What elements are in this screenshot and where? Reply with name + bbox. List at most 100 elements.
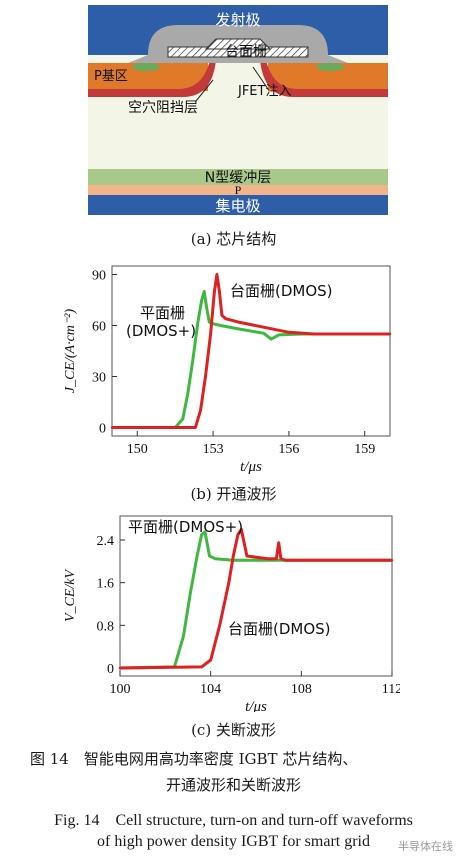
data-point — [189, 592, 192, 595]
data-point — [213, 290, 216, 293]
p-base-label: P基区 — [94, 69, 128, 84]
x-tick-label: 159 — [354, 442, 375, 457]
data-point — [205, 307, 208, 310]
data-point — [262, 326, 265, 329]
x-tick-label: 100 — [110, 682, 131, 697]
hole-barrier-pointer — [195, 79, 214, 102]
data-point — [208, 320, 211, 324]
data-point — [284, 559, 287, 562]
data-point — [219, 324, 222, 327]
data-point — [390, 559, 394, 562]
x-tick-label: 153 — [203, 442, 224, 457]
x-tick-label: 156 — [278, 442, 299, 457]
data-point — [181, 417, 184, 421]
data-point — [195, 554, 199, 558]
watermark: 半导体在线 — [398, 840, 453, 853]
p-layer-label: P — [235, 183, 242, 197]
figure-caption-cn-2: 开通波形和关断波形 — [165, 776, 301, 794]
chart-annotation: (DMOS+) — [126, 322, 196, 340]
data-point — [224, 317, 227, 320]
data-point — [237, 320, 240, 324]
data-point — [203, 530, 207, 534]
x-axis-label: t/μs — [245, 699, 267, 712]
chart-annotation: 台面栅(DMOS) — [230, 282, 333, 300]
p-collector-layer — [88, 185, 388, 195]
y-tick-label: 0 — [107, 662, 114, 677]
data-point — [338, 332, 341, 336]
data-point — [262, 332, 265, 335]
chart-annotation: 台面栅(DMOS) — [228, 620, 331, 638]
data-point — [237, 327, 240, 331]
data-point — [275, 557, 278, 560]
y-tick-label: 2.4 — [97, 534, 115, 549]
data-point — [245, 554, 249, 558]
y-tick-label: 90 — [92, 269, 106, 284]
data-point — [313, 332, 316, 336]
collector-label: 集电极 — [215, 197, 260, 215]
emitter-label: 发射极 — [215, 11, 260, 29]
n-buffer-layer — [88, 169, 388, 185]
plot-area — [111, 265, 391, 437]
gate-label: 台面栅 — [225, 44, 267, 60]
caption-c: (c) 关断波形 — [191, 721, 276, 739]
data-point — [203, 290, 206, 293]
data-point — [199, 409, 202, 412]
data-point — [209, 332, 212, 336]
series-line-mesa-gate — [112, 273, 390, 429]
cell-structure-diagram: 发射极 台面栅 P基区 JFET注入 空穴阻挡层 N型缓冲层 P 集电极 — [88, 5, 388, 215]
data-point — [208, 554, 211, 558]
data-point — [209, 658, 212, 662]
data-point — [220, 314, 224, 317]
data-point — [194, 426, 197, 429]
data-point — [118, 666, 122, 670]
y-axis-label: J_CE/(A·cm⁻²) — [63, 309, 78, 394]
x-axis-label: t/μs — [240, 459, 262, 475]
caption-a: (a) 芯片结构 — [190, 230, 277, 248]
n-buffer-label: N型缓冲层 — [205, 170, 271, 186]
data-point — [200, 665, 203, 669]
hole-barrier-left — [88, 60, 216, 97]
turn-on-chart: 150 153 156 159 0 30 60 90 t/μs J_CE/(A·cm⁻²) 台面栅(… — [63, 265, 392, 475]
collector-layer — [88, 195, 388, 215]
data-point — [218, 624, 221, 627]
data-point — [287, 331, 291, 334]
hole-barrier-right — [260, 60, 388, 97]
data-point — [218, 290, 221, 293]
data-point — [277, 333, 280, 337]
data-point — [182, 634, 185, 638]
contact-right — [316, 63, 344, 71]
plot-area — [119, 515, 393, 677]
data-point — [214, 557, 217, 560]
series-line-mesa-gate — [119, 527, 392, 670]
data-point — [186, 392, 189, 395]
data-point — [196, 320, 200, 324]
y-tick-label: 30 — [92, 371, 106, 386]
data-point — [388, 332, 392, 336]
jfet-pointer — [252, 66, 269, 90]
data-point — [311, 559, 314, 562]
x-tick-label: 150 — [127, 442, 148, 457]
data-point — [227, 581, 230, 584]
y-tick-label: 1.6 — [97, 577, 115, 592]
contact-left — [132, 63, 160, 71]
data-point — [236, 533, 240, 536]
y-axis-label: V_CE/kV — [63, 569, 78, 623]
data-point — [232, 554, 235, 558]
y-tick-label: 0 — [99, 422, 106, 437]
data-point — [270, 337, 273, 341]
caption-b: (b) 开通波形 — [190, 485, 277, 503]
data-point — [110, 426, 114, 429]
x-tick-label: 108 — [291, 682, 312, 697]
y-tick-label: 60 — [92, 320, 106, 335]
data-point — [204, 375, 207, 378]
gate-poly-top — [204, 38, 272, 50]
data-point — [200, 533, 203, 536]
data-point — [279, 557, 283, 560]
data-point — [200, 298, 203, 302]
figure-caption-cn-1: 图 14 智能电网用高功率密度 IGBT 芯片结构、 — [30, 750, 358, 768]
turn-off-chart: 100 104 108 112 0 0.8 1.6 2.4 t/μs V_CE/kV 平面栅(DMO… — [63, 515, 400, 712]
chart-annotation: 平面栅 — [140, 304, 185, 322]
data-point — [277, 541, 280, 544]
chart-annotation: 平面栅(DMOS+) — [128, 518, 243, 536]
data-point — [191, 358, 195, 361]
